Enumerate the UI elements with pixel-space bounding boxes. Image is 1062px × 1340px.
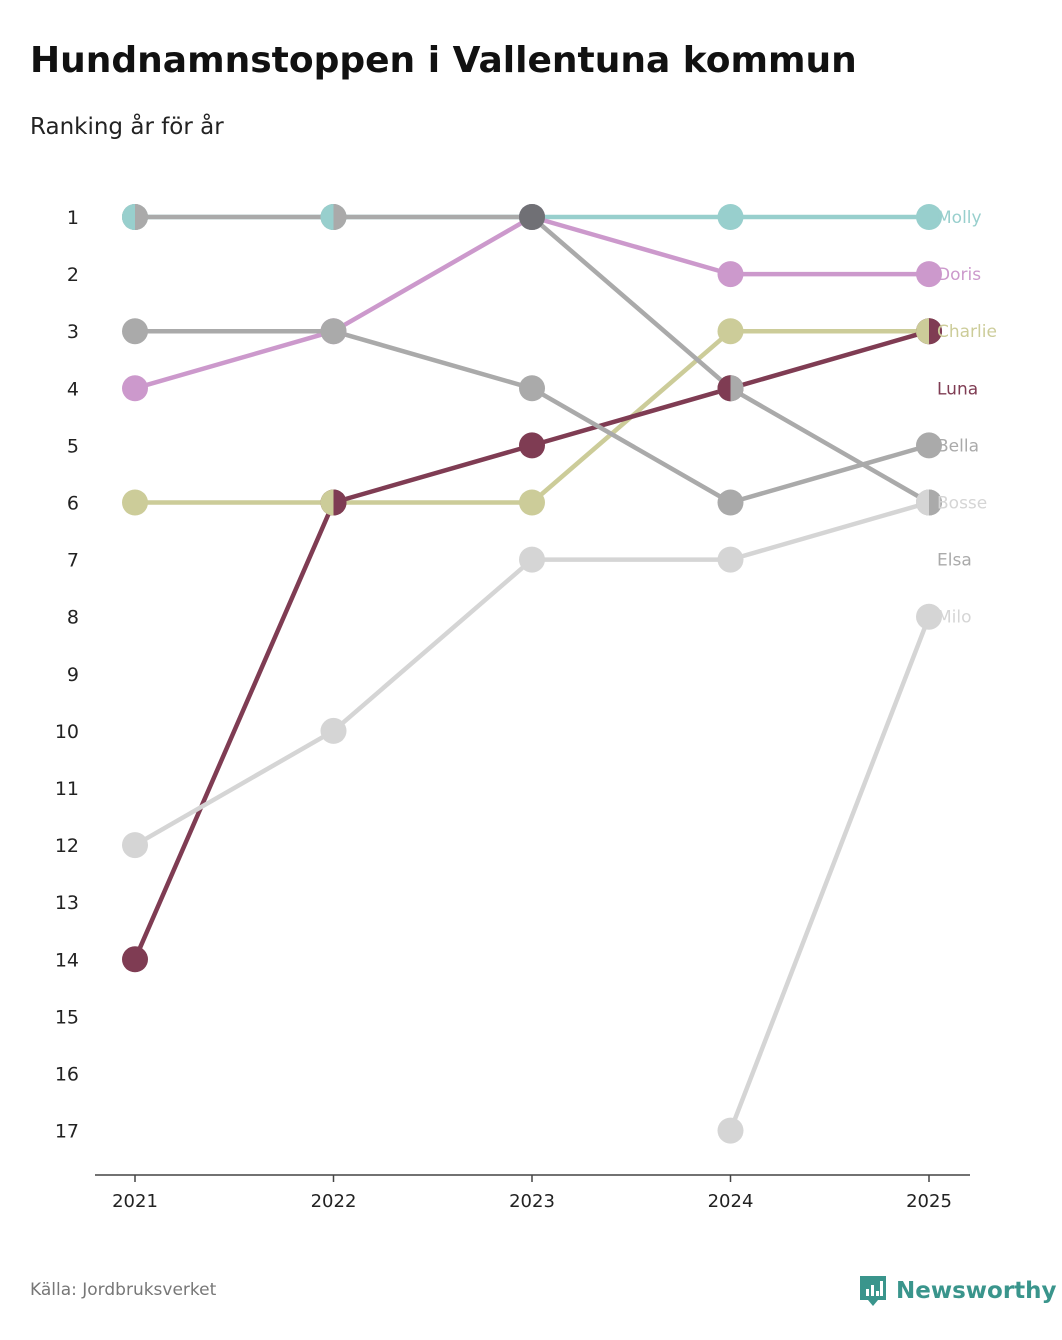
point-luna-2021 [122,946,148,973]
overlap-right-2022-1 [333,204,347,230]
overlap-right-2022-6 [333,489,347,516]
x-tick-label-2022: 2022 [311,1191,357,1212]
series-line-luna-3 [132,328,932,962]
point-charlie-2021 [122,489,148,516]
series-label-doris: Doris [937,265,981,285]
series-label-bella: Bella [937,436,979,456]
point-bella-2021 [122,318,148,345]
y-tick-label-9: 9 [67,664,79,686]
point-doris-2024 [717,261,744,288]
point-charlie-2024 [717,318,744,345]
overlap-left-2021-1 [122,204,135,230]
point-bella-2022 [320,318,347,345]
y-tick-label-8: 8 [67,607,79,629]
y-tick-label-10: 10 [55,721,79,743]
point-molly-2024 [717,204,744,230]
point-milo-2022 [320,717,347,744]
series-line-doris-1 [132,214,932,391]
overlap-left-2025-6 [916,489,929,516]
point-milo-2021 [122,832,148,859]
overlap-left-2022-6 [320,489,334,516]
point-charlie-2023 [519,489,545,516]
point-milo-2024 [717,546,744,573]
series-line-milo-8 [728,614,932,1133]
overlap-right-2025-3 [929,318,942,345]
point-milo-2023 [519,546,545,573]
brand-name: Newsworthy [896,1278,1057,1304]
point-doris-2021 [122,375,148,402]
y-tick-label-7: 7 [67,550,79,572]
point-bella-2023 [519,375,545,402]
overlap-right-2021-1 [135,204,148,230]
overlap-left-2022-1 [320,204,334,230]
series-line-bella-4 [132,328,932,505]
y-tick-label-6: 6 [67,493,79,515]
series-label-luna: Luna [937,379,978,399]
source-note: Källa: Jordbruksverket [30,1280,217,1300]
point-doris-2025 [916,261,942,288]
x-tick-label-2024: 2024 [708,1191,754,1212]
series-line-bosse-5 [132,214,932,505]
x-tick-label-2021: 2021 [112,1191,158,1212]
point-luna-2023 [519,432,545,459]
y-tick-label-3: 3 [67,321,79,343]
series-label-bosse: Bosse [937,494,987,514]
newsworthy-logo-icon [860,1276,886,1306]
series-label-molly: Molly [937,208,982,228]
point-molly-2025 [916,204,942,230]
point-milo-2024 [717,1117,744,1144]
y-tick-label-1: 1 [67,207,79,229]
y-tick-label-13: 13 [55,892,79,914]
brand[interactable]: Newsworthy [858,1274,1057,1308]
overlap-left-2024-4 [717,375,731,402]
y-tick-label-12: 12 [55,835,79,857]
y-tick-label-15: 15 [55,1006,79,1028]
x-tick-label-2023: 2023 [509,1191,555,1212]
overlap-right-2024-4 [730,375,744,402]
point-bella-2025 [916,432,942,459]
chart-subtitle: Ranking år för år [30,114,224,140]
y-tick-label-11: 11 [55,778,79,800]
overlap-right-2025-6 [929,489,942,516]
y-tick-label-17: 17 [55,1121,79,1143]
series-label-milo: Milo [937,608,972,628]
overlap-point-2023-1 [519,204,545,230]
overlap-left-2025-3 [916,318,929,345]
chart-title: Hundnamnstoppen i Vallentuna kommun [30,40,857,81]
series-line-charlie-2 [132,328,932,505]
x-tick-label-2025: 2025 [906,1191,952,1212]
point-bella-2024 [717,489,744,516]
y-tick-label-16: 16 [55,1064,79,1086]
y-tick-label-5: 5 [67,435,79,457]
y-tick-label-14: 14 [55,949,79,971]
y-tick-label-2: 2 [67,264,79,286]
series-label-elsa: Elsa [937,551,972,571]
series-label-charlie: Charlie [937,322,997,342]
y-tick-label-4: 4 [67,378,79,400]
point-milo-2025 [916,603,942,630]
